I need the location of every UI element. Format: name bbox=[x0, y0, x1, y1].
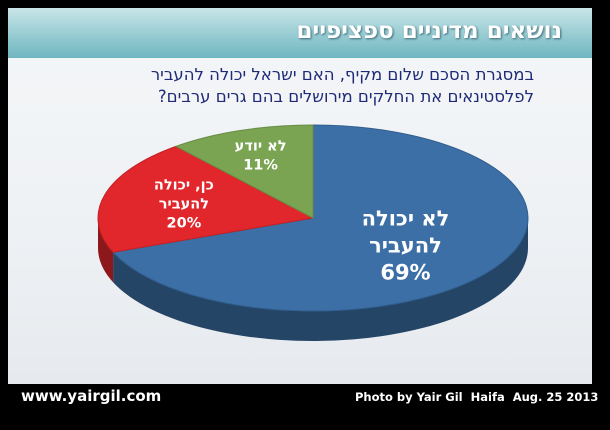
pie-slice-1 bbox=[112, 124, 529, 312]
credit-date: Aug. 25 2013 bbox=[512, 390, 599, 404]
pie-slice-side-2 bbox=[98, 218, 114, 283]
pie-slice-2 bbox=[97, 145, 315, 253]
slice-value-label-2: 20% bbox=[167, 216, 202, 232]
credit-location: Haifa bbox=[470, 390, 505, 404]
photo-credit: Photo by Yair Gil Haifa Aug. 25 2013 bbox=[355, 390, 606, 404]
slice-category-label-1: לא יכולה bbox=[362, 207, 450, 231]
slice-value-label-3: 11% bbox=[243, 158, 278, 174]
pie-slice-side-1 bbox=[113, 218, 528, 341]
question-line-1: במסגרת הסכם שלום מקיף, האם ישראל יכולה ל… bbox=[150, 65, 534, 84]
slice-category-label-2: להעביר bbox=[159, 197, 209, 213]
credit-text: Photo by Yair Gil bbox=[355, 390, 463, 404]
slide: נושאים מדיניים ספציפיים במסגרת הסכם שלום… bbox=[8, 8, 592, 384]
slide-title: נושאים מדיניים ספציפיים bbox=[296, 18, 562, 44]
question-line-2: לפלסטינאים את החלקים מירושלים בהם גרים ע… bbox=[157, 87, 534, 106]
slice-value-label-1: 69% bbox=[380, 261, 430, 285]
pie-chart: לא יכולה להעביר 69% כן, יכולה להעביר 20% לא יו… bbox=[97, 124, 529, 341]
website-caption: www.yairgil.com bbox=[21, 387, 162, 405]
pie-slice-3 bbox=[174, 124, 314, 219]
slice-category-label-2: כן, יכולה bbox=[154, 178, 214, 194]
slice-category-label-3: לא יודע bbox=[235, 139, 287, 155]
slice-category-label-1: להעביר bbox=[369, 234, 442, 258]
header-bar: נושאים מדיניים ספציפיים bbox=[8, 8, 592, 58]
